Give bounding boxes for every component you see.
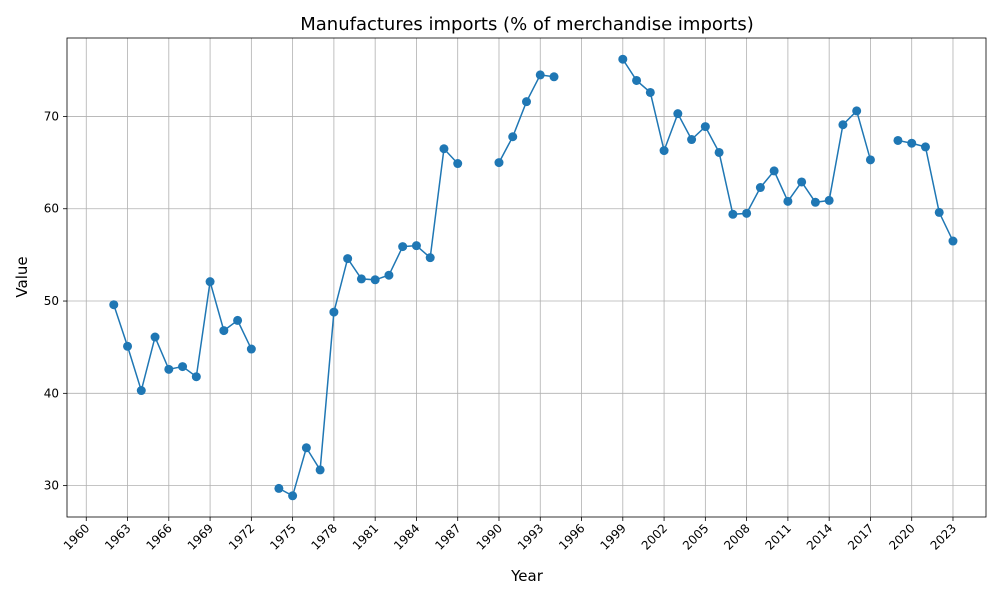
data-point (315, 465, 325, 475)
series-line (897, 139, 954, 242)
y-tick-label: 40 (44, 386, 59, 400)
x-tick-label: 1966 (143, 521, 174, 552)
x-tick-label: 1972 (226, 521, 257, 552)
data-point (425, 253, 435, 263)
y-tick-label: 50 (44, 294, 59, 308)
x-tick-label: 2008 (721, 521, 752, 552)
data-point (178, 362, 188, 372)
x-tick-label: 2005 (680, 521, 711, 552)
data-point (384, 270, 394, 280)
x-tick-label: 1987 (432, 521, 463, 552)
x-tick-label: 1984 (391, 521, 422, 552)
x-tick-label: 1975 (267, 521, 298, 552)
data-point (274, 483, 284, 493)
data-point (439, 144, 449, 154)
data-point (920, 142, 930, 152)
data-point (508, 132, 518, 142)
data-point (783, 196, 793, 206)
x-tick-label: 1978 (309, 521, 340, 552)
x-tick-label: 1996 (556, 521, 587, 552)
data-point (233, 315, 243, 325)
data-point (535, 70, 545, 80)
data-point (797, 177, 807, 187)
data-point (838, 120, 848, 130)
data-point (109, 300, 119, 310)
data-point (893, 135, 903, 145)
x-tick-label: 2014 (804, 521, 835, 552)
data-point (411, 241, 421, 251)
x-tick-label: 2002 (639, 521, 670, 552)
data-point (673, 109, 683, 119)
data-point (246, 344, 256, 354)
data-point (494, 158, 504, 168)
data-point (865, 155, 875, 165)
data-point (164, 364, 174, 374)
data-point (659, 146, 669, 156)
y-axis-ticks: 30 40 50 60 70 (44, 109, 67, 493)
data-point (852, 106, 862, 116)
data-point (755, 183, 765, 193)
data-point (398, 242, 408, 252)
data-point (288, 491, 298, 501)
data-point (645, 87, 655, 97)
x-tick-label: 1981 (350, 521, 381, 552)
series-line (498, 74, 555, 163)
x-tick-label: 2017 (845, 521, 876, 552)
data-point (934, 207, 944, 217)
x-tick-label: 2011 (763, 521, 794, 552)
x-tick-label: 1993 (515, 521, 546, 552)
x-tick-label: 1999 (597, 521, 628, 552)
y-tick-label: 70 (44, 109, 59, 123)
series (109, 54, 958, 501)
data-point (810, 197, 820, 207)
data-point (219, 326, 229, 336)
data-point (824, 195, 834, 205)
y-tick-label: 30 (44, 479, 59, 493)
data-point (356, 274, 366, 284)
data-point (191, 372, 201, 382)
data-point (700, 122, 710, 132)
data-point (370, 275, 380, 285)
x-tick-label: 2020 (886, 521, 917, 552)
x-tick-label: 1969 (185, 521, 216, 552)
grid (67, 38, 986, 517)
x-tick-label: 1990 (474, 521, 505, 552)
data-point (453, 159, 463, 169)
x-tick-label: 1960 (61, 521, 92, 552)
x-axis-ticks: 1960 1963 1966 1969 1972 1975 1978 1981 1984 1987… (61, 517, 959, 553)
data-point (618, 54, 628, 64)
data-point (728, 209, 738, 219)
data-point (549, 72, 559, 82)
y-tick-label: 60 (44, 202, 59, 216)
chart-title: Manufactures imports (% of merchandise i… (300, 14, 754, 35)
data-point (687, 135, 697, 145)
series-line (113, 281, 253, 394)
data-point (150, 332, 160, 342)
data-point (205, 277, 215, 287)
data-point (632, 75, 642, 85)
y-axis-label: Value (13, 256, 31, 297)
data-point (343, 254, 353, 264)
series-group (109, 54, 958, 501)
x-axis-label: Year (510, 567, 544, 585)
x-tick-label: 2023 (928, 521, 959, 552)
data-point (329, 307, 339, 317)
plot-frame (66, 37, 987, 518)
x-tick-label: 1963 (102, 521, 133, 552)
data-point (522, 97, 531, 107)
data-point (948, 236, 958, 246)
data-point (301, 443, 311, 453)
data-point (136, 386, 146, 396)
data-point (742, 208, 752, 218)
data-point (123, 341, 133, 351)
data-point (769, 166, 779, 176)
data-point (714, 147, 724, 157)
data-point (907, 138, 917, 148)
